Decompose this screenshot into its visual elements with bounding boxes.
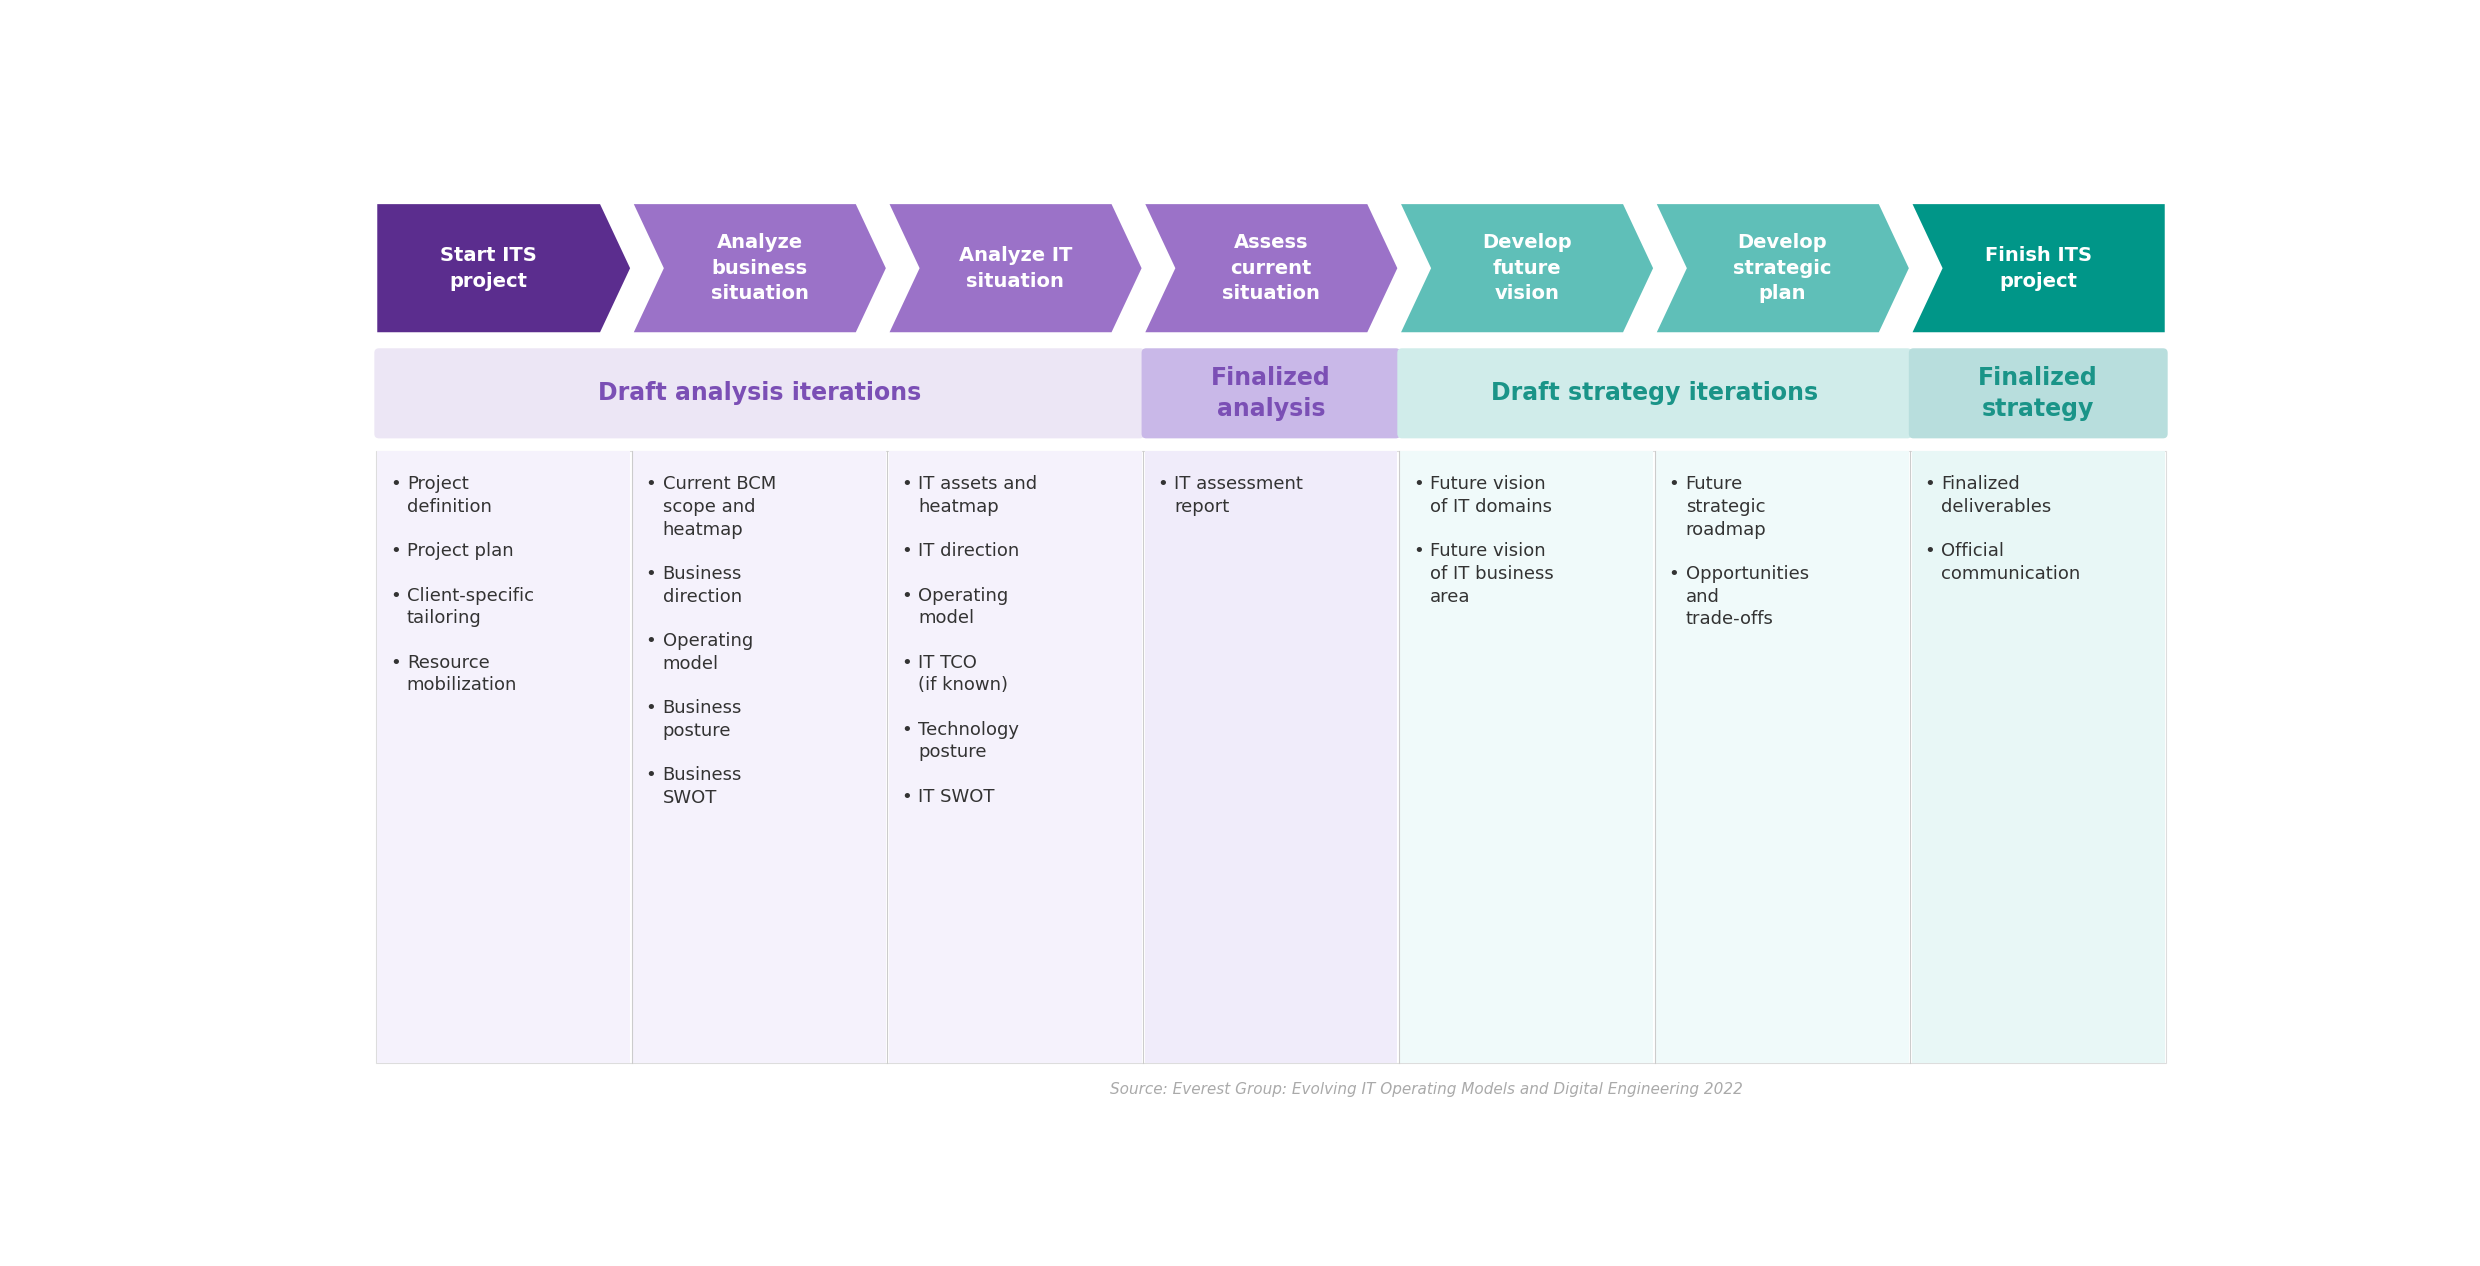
Text: Draft analysis iterations: Draft analysis iterations [598, 381, 920, 405]
Text: Future: Future [1686, 475, 1743, 494]
Text: Finish ITS
project: Finish ITS project [1984, 246, 2091, 291]
Text: •: • [1414, 475, 1424, 494]
Text: scope and: scope and [662, 498, 754, 517]
Text: (if known): (if known) [918, 676, 1009, 694]
Text: area: area [1431, 587, 1471, 605]
Text: Future vision: Future vision [1431, 542, 1545, 561]
FancyBboxPatch shape [1910, 348, 2168, 438]
Text: IT assessment: IT assessment [1173, 475, 1302, 494]
Text: •: • [645, 475, 657, 494]
Text: of IT business: of IT business [1431, 565, 1552, 584]
Text: •: • [900, 586, 913, 605]
Text: communication: communication [1942, 565, 2081, 584]
Text: •: • [389, 542, 402, 561]
Text: IT SWOT: IT SWOT [918, 787, 994, 805]
Text: Finalized: Finalized [1942, 475, 2021, 494]
Text: strategic: strategic [1686, 498, 1766, 517]
FancyBboxPatch shape [374, 348, 1146, 438]
FancyBboxPatch shape [888, 451, 1141, 1063]
Text: trade-offs: trade-offs [1686, 610, 1773, 628]
Text: deliverables: deliverables [1942, 498, 2051, 517]
Text: report: report [1173, 498, 1230, 517]
Text: •: • [1924, 542, 1934, 561]
FancyBboxPatch shape [1141, 348, 1401, 438]
Text: Finalized
strategy: Finalized strategy [1979, 366, 2098, 420]
Text: •: • [900, 542, 913, 561]
Text: Technology: Technology [918, 720, 1019, 738]
Text: IT TCO: IT TCO [918, 653, 977, 671]
FancyBboxPatch shape [1401, 451, 1654, 1063]
Text: posture: posture [662, 722, 732, 739]
Text: Finalized
analysis: Finalized analysis [1210, 366, 1332, 420]
Text: SWOT: SWOT [662, 789, 717, 806]
Text: direction: direction [662, 587, 742, 605]
Text: •: • [389, 653, 402, 671]
Text: •: • [900, 787, 913, 805]
Text: heatmap: heatmap [918, 498, 999, 517]
Text: Current BCM: Current BCM [662, 475, 776, 494]
Text: Business: Business [662, 565, 742, 584]
Text: Client-specific: Client-specific [407, 586, 533, 605]
Text: model: model [918, 609, 975, 627]
Polygon shape [1399, 203, 1654, 334]
Text: Analyze IT
situation: Analyze IT situation [960, 246, 1071, 291]
Text: definition: definition [407, 498, 491, 517]
Text: roadmap: roadmap [1686, 520, 1766, 539]
Polygon shape [632, 203, 888, 334]
Text: •: • [645, 565, 657, 584]
Text: •: • [389, 475, 402, 494]
FancyBboxPatch shape [1912, 451, 2165, 1063]
Text: •: • [389, 586, 402, 605]
Text: •: • [900, 653, 913, 671]
Text: Operating: Operating [662, 632, 754, 649]
Text: •: • [900, 720, 913, 738]
Text: heatmap: heatmap [662, 520, 744, 539]
Text: Start ITS
project: Start ITS project [439, 246, 536, 291]
Text: Opportunities: Opportunities [1686, 565, 1808, 584]
Text: IT direction: IT direction [918, 542, 1019, 561]
Text: •: • [645, 699, 657, 717]
Text: Analyze
business
situation: Analyze business situation [712, 233, 808, 304]
Text: Source: Everest Group: Evolving IT Operating Models and Digital Engineering 2022: Source: Everest Group: Evolving IT Opera… [1109, 1082, 1743, 1098]
Text: and: and [1686, 587, 1719, 605]
FancyBboxPatch shape [1146, 451, 1396, 1063]
Text: •: • [645, 632, 657, 649]
FancyBboxPatch shape [632, 451, 885, 1063]
Text: Draft strategy iterations: Draft strategy iterations [1490, 381, 1818, 405]
Text: posture: posture [918, 743, 987, 761]
Text: Assess
current
situation: Assess current situation [1223, 233, 1319, 304]
Text: Project plan: Project plan [407, 542, 513, 561]
Text: Develop
strategic
plan: Develop strategic plan [1734, 233, 1833, 304]
Text: IT assets and: IT assets and [918, 475, 1037, 494]
FancyBboxPatch shape [377, 451, 2165, 1063]
Text: •: • [1924, 475, 1934, 494]
Text: Project: Project [407, 475, 469, 494]
Text: Business: Business [662, 699, 742, 717]
Text: •: • [645, 766, 657, 784]
Text: •: • [1669, 565, 1679, 584]
Polygon shape [888, 203, 1143, 334]
Text: model: model [662, 655, 719, 672]
Text: Resource: Resource [407, 653, 489, 671]
FancyBboxPatch shape [377, 451, 630, 1063]
FancyBboxPatch shape [1657, 451, 1910, 1063]
FancyBboxPatch shape [1396, 348, 1912, 438]
Polygon shape [1654, 203, 1910, 334]
Text: Operating: Operating [918, 586, 1009, 605]
Text: •: • [1414, 542, 1424, 561]
Text: •: • [1158, 475, 1168, 494]
Polygon shape [1143, 203, 1399, 334]
Polygon shape [1910, 203, 2165, 334]
Polygon shape [377, 203, 632, 334]
Text: Develop
future
vision: Develop future vision [1483, 233, 1572, 304]
Text: Future vision: Future vision [1431, 475, 1545, 494]
Text: Official: Official [1942, 542, 2004, 561]
Text: Business: Business [662, 766, 742, 784]
Text: mobilization: mobilization [407, 676, 518, 694]
Text: •: • [1669, 475, 1679, 494]
Text: tailoring: tailoring [407, 609, 481, 627]
Text: •: • [900, 475, 913, 494]
Text: of IT domains: of IT domains [1431, 498, 1552, 517]
